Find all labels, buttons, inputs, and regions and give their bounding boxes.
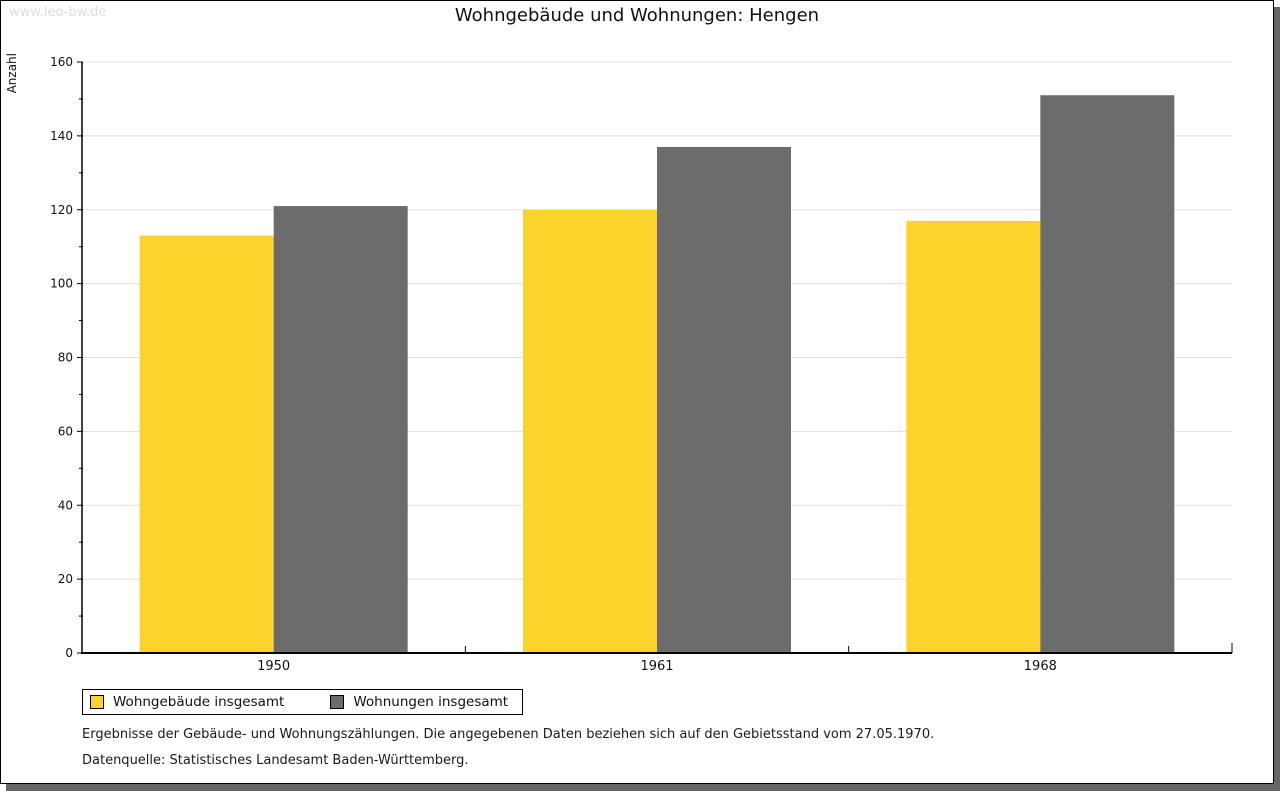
bar-1961-wohnungen	[657, 146, 791, 654]
legend-swatch-yellow	[90, 694, 104, 709]
bar-1968-wohngebaeude	[906, 220, 1041, 654]
y-tick-label: 160	[50, 55, 73, 69]
footnote-line1: Ergebnisse der Gebäude- und Wohnungszähl…	[82, 727, 935, 742]
legend-item-wohngebaeude: Wohngebäude insgesamt	[90, 694, 284, 710]
bar-1968-wohnungen	[1040, 95, 1175, 653]
bar-1961-wohngebaeude	[523, 209, 657, 653]
y-tick-label: 60	[58, 424, 73, 438]
y-tick-label: 40	[58, 498, 73, 512]
bar-1950-wohngebaeude	[139, 235, 274, 653]
bar-chart-plot: 0 20 40 60 80 100 120 140 160 1950 1961 1968	[50, 55, 1233, 674]
legend-item-wohnungen: Wohnungen insgesamt	[330, 694, 508, 710]
chart-title: Wohngebäude und Wohnungen: Hengen	[454, 5, 820, 26]
y-tick-label: 140	[50, 129, 73, 143]
y-tick-label: 20	[58, 572, 73, 586]
legend-label: Wohngebäude insgesamt	[113, 693, 285, 710]
x-tick-label: 1968	[1024, 659, 1057, 674]
legend: Wohngebäude insgesamt Wohnungen insgesam…	[82, 689, 524, 715]
x-tick-label: 1950	[257, 659, 290, 674]
y-tick-label: 100	[50, 277, 73, 291]
legend-swatch-gray	[330, 694, 345, 709]
y-tick-label: 0	[65, 646, 73, 660]
footnote-line2: Datenquelle: Statistisches Landesamt Bad…	[82, 753, 469, 768]
watermark: www.leo-bw.de	[9, 5, 107, 20]
bar-1950-wohnungen	[273, 206, 408, 653]
y-tick-label: 120	[50, 203, 73, 217]
x-tick-label: 1961	[640, 659, 673, 674]
legend-label: Wohnungen insgesamt	[353, 693, 509, 710]
y-tick-label: 80	[58, 351, 73, 365]
